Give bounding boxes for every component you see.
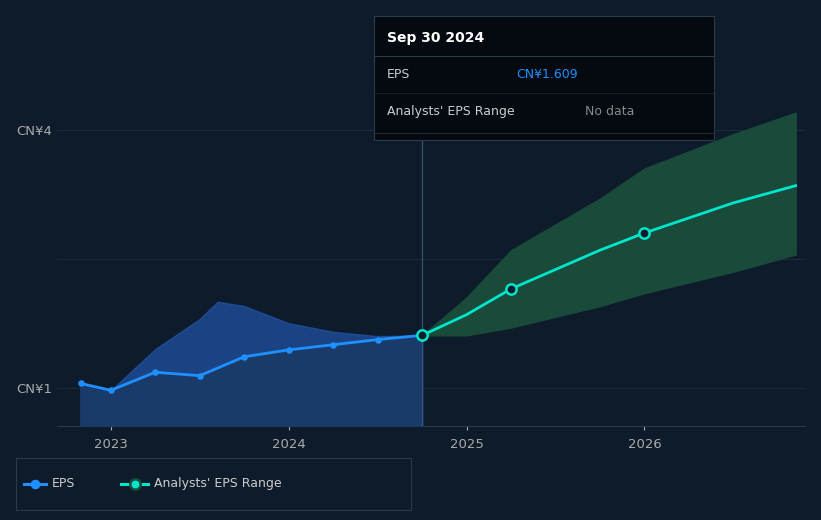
Text: Analysts' EPS Range: Analysts' EPS Range xyxy=(388,106,515,119)
Point xyxy=(193,371,206,380)
Point xyxy=(282,346,296,354)
Point xyxy=(128,479,141,488)
Point xyxy=(128,479,141,488)
Point xyxy=(505,284,518,293)
Text: EPS: EPS xyxy=(52,477,76,490)
Point xyxy=(415,331,429,340)
Point xyxy=(327,341,340,349)
Point xyxy=(104,386,117,395)
Text: Actual: Actual xyxy=(378,108,415,121)
Text: No data: No data xyxy=(585,106,634,119)
Point xyxy=(29,479,42,488)
Point xyxy=(149,368,162,376)
Text: Analysts' EPS Range: Analysts' EPS Range xyxy=(154,477,282,490)
Point xyxy=(638,229,651,237)
Point xyxy=(74,379,87,387)
Text: CN¥1.609: CN¥1.609 xyxy=(516,68,578,81)
Point xyxy=(415,331,429,340)
Text: Analysts Forecasts: Analysts Forecasts xyxy=(433,108,543,121)
Point xyxy=(371,335,384,344)
Text: Sep 30 2024: Sep 30 2024 xyxy=(388,31,484,45)
Text: EPS: EPS xyxy=(388,68,410,81)
Point xyxy=(237,353,250,361)
